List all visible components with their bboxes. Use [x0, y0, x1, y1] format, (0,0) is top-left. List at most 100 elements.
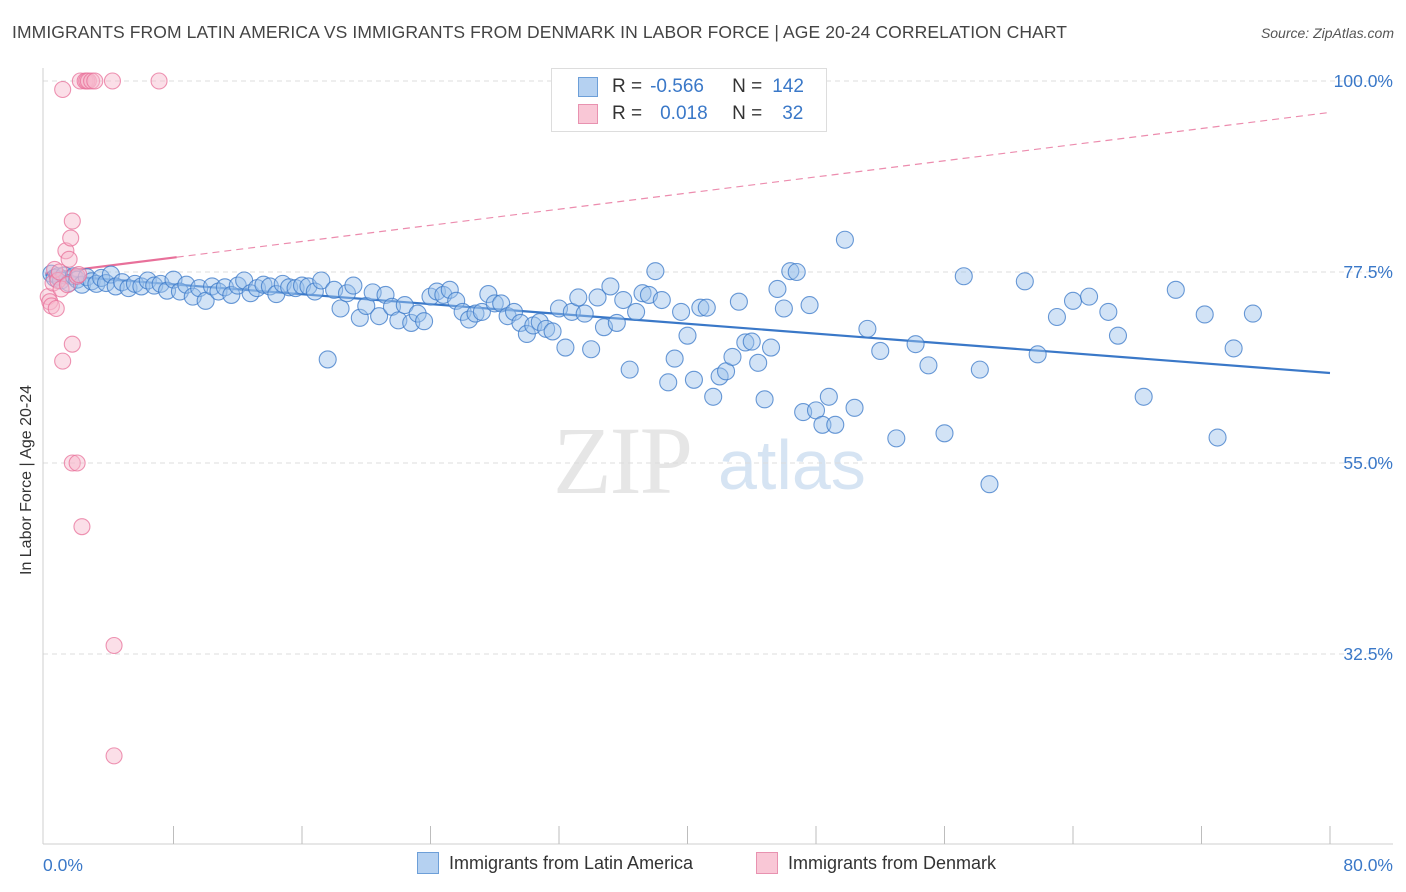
- data-point-denmark: [46, 260, 64, 279]
- watermark-atlas: atlas: [718, 426, 866, 504]
- data-point-latin-america: [620, 360, 639, 379]
- legend-label: Immigrants from Latin America: [449, 852, 694, 873]
- data-point-latin-america: [318, 350, 337, 369]
- data-point-latin-america: [96, 273, 116, 293]
- data-point-latin-america: [607, 313, 626, 332]
- data-point-latin-america: [684, 370, 703, 389]
- data-point-latin-america: [337, 284, 357, 303]
- data-point-latin-america: [800, 296, 819, 315]
- data-point-latin-america: [530, 313, 549, 332]
- data-point-denmark: [58, 276, 77, 294]
- data-point-latin-america: [723, 347, 742, 366]
- data-point-latin-america: [408, 304, 427, 323]
- data-point-latin-america: [254, 275, 273, 294]
- data-point-denmark: [62, 229, 80, 247]
- data-point-latin-america: [906, 335, 925, 354]
- data-point-latin-america: [1047, 307, 1066, 327]
- data-point-denmark: [105, 747, 123, 765]
- legend-r-value: -0.566: [650, 76, 704, 97]
- legend-label: Immigrants from Denmark: [788, 852, 997, 873]
- data-point-denmark: [42, 297, 60, 315]
- data-point-denmark: [86, 72, 104, 90]
- data-point-latin-america: [556, 338, 575, 357]
- data-point-latin-america: [569, 288, 588, 307]
- data-point-denmark: [70, 265, 88, 284]
- data-point-latin-america: [633, 284, 652, 303]
- legend-row-denmark: R = 0.018 N = 32: [578, 102, 803, 126]
- data-point-latin-america: [1134, 387, 1153, 406]
- data-point-latin-america: [665, 349, 684, 368]
- data-point-latin-america: [691, 298, 710, 317]
- data-point-latin-america: [331, 299, 350, 318]
- data-point-latin-america: [415, 312, 434, 331]
- data-point-latin-america: [1015, 272, 1034, 291]
- legend-swatch-pink: [578, 104, 598, 124]
- data-point-latin-america: [472, 302, 491, 321]
- legend-n-value: 142: [772, 76, 804, 97]
- legend-swatch-blue: [578, 77, 598, 97]
- data-point-latin-america: [970, 360, 989, 379]
- data-point-denmark: [54, 352, 72, 370]
- data-point-latin-america: [440, 280, 459, 299]
- data-point-latin-america: [1108, 326, 1128, 345]
- legend-r-value: 0.018: [660, 103, 708, 124]
- data-point-latin-america: [919, 356, 938, 375]
- legend-row-latin-america: R = -0.566 N = 142: [578, 75, 804, 99]
- data-point-denmark: [73, 518, 91, 536]
- data-point-latin-america: [350, 308, 369, 327]
- data-point-latin-america: [92, 268, 111, 287]
- data-point-latin-america: [1028, 345, 1047, 364]
- y-tick-label: 77.5%: [1343, 262, 1393, 282]
- data-point-latin-america: [845, 398, 864, 417]
- data-point-latin-america: [787, 262, 806, 282]
- data-point-latin-america: [935, 424, 954, 443]
- tick-labels: 32.5% 55.0% 77.5% 100.0% 0.0% 80.0%: [43, 71, 1393, 875]
- data-point-latin-america: [652, 290, 671, 310]
- data-point-latin-america: [704, 387, 723, 406]
- data-point-latin-america: [871, 341, 890, 360]
- data-point-latin-america: [1208, 428, 1227, 447]
- legend-r-label: R =: [612, 76, 643, 97]
- trend-line-denmark-dashed: [176, 111, 1331, 258]
- data-point-latin-america: [646, 262, 665, 281]
- data-point-denmark: [54, 80, 72, 99]
- y-tick-label: 55.0%: [1343, 453, 1393, 473]
- data-point-latin-america: [835, 230, 854, 249]
- data-point-latin-america: [466, 304, 485, 323]
- legend-item-latin-america: Immigrants from Latin America: [417, 852, 693, 874]
- y-tick-label: 100.0%: [1334, 71, 1393, 91]
- data-point-denmark: [150, 72, 168, 90]
- data-point-denmark: [47, 299, 65, 318]
- data-point-latin-america: [601, 277, 620, 296]
- data-point-latin-america: [819, 387, 838, 406]
- data-point-denmark: [50, 263, 69, 281]
- data-point-denmark: [68, 454, 86, 472]
- data-point-latin-america: [781, 262, 800, 281]
- data-point-latin-america: [479, 285, 498, 304]
- data-point-latin-america: [87, 274, 106, 293]
- legend-n-label: N =: [732, 76, 763, 97]
- data-point-latin-america: [344, 276, 363, 295]
- data-point-latin-america: [395, 296, 414, 315]
- data-point-latin-america: [761, 338, 781, 357]
- data-point-latin-america: [774, 299, 793, 318]
- data-point-latin-america: [582, 340, 601, 359]
- data-point-latin-america: [768, 279, 787, 299]
- data-point-latin-america: [729, 292, 748, 311]
- data-point-latin-america: [659, 373, 678, 392]
- data-point-latin-america: [222, 285, 241, 304]
- legend-swatch-pink: [756, 852, 778, 874]
- data-point-latin-america: [447, 291, 466, 310]
- legend-swatch-blue: [417, 852, 439, 874]
- data-point-denmark: [63, 335, 81, 353]
- data-point-latin-america: [1243, 304, 1262, 323]
- data-point-latin-america: [813, 415, 832, 434]
- data-point-latin-america: [305, 282, 324, 301]
- chart-title: IMMIGRANTS FROM LATIN AMERICA VS IMMIGRA…: [12, 22, 1068, 42]
- data-point-denmark: [105, 636, 123, 655]
- data-point-latin-america: [736, 333, 755, 352]
- data-point-latin-america: [826, 415, 845, 434]
- data-point-latin-america: [887, 429, 906, 448]
- data-point-latin-america: [376, 285, 395, 304]
